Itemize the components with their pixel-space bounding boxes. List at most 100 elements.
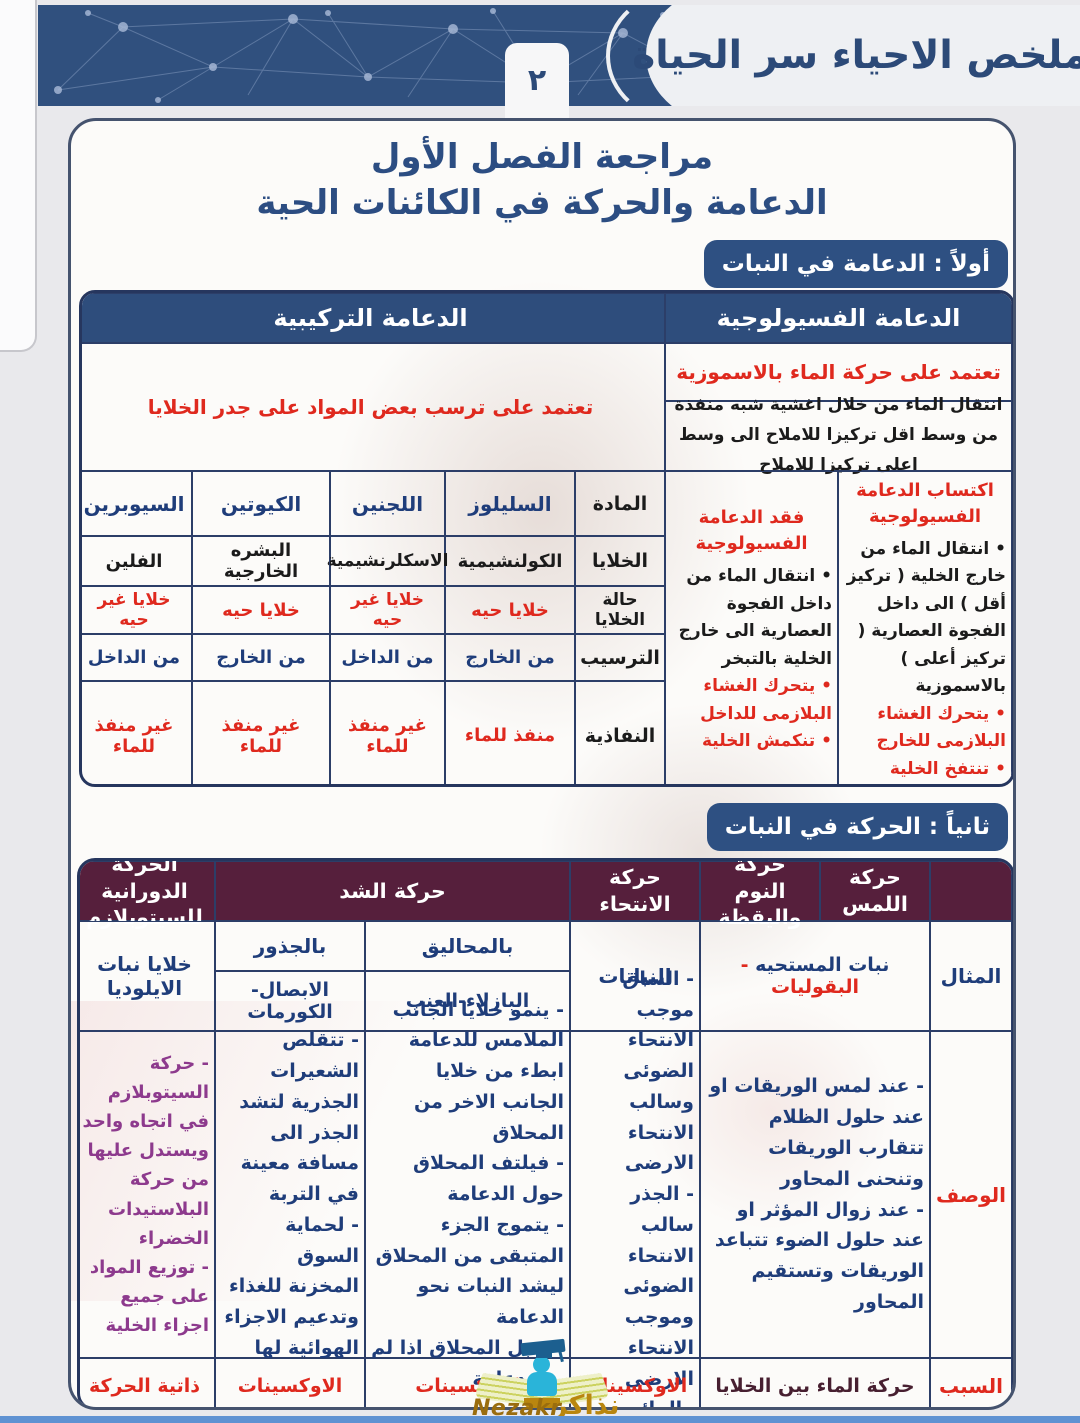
material-cells: البشره الخارجية — [192, 536, 330, 586]
material-cells: الفلين — [82, 536, 192, 586]
section-2-badge: ثانياً : الحركة في النبات — [706, 803, 1008, 851]
example-touch-sleep-text: نبات المستحيه - البقوليات — [706, 954, 924, 998]
movement-header-corner — [930, 861, 1012, 921]
movement-header-tropism: حركة الانتحاء — [570, 861, 700, 921]
list-item: يتموج الجزء المتبقى من المحلاق ليشد النب… — [371, 1210, 564, 1333]
material-deposition: من الخارج — [445, 634, 575, 681]
page-edge-strip — [0, 0, 37, 352]
row-label-cause: السبب — [930, 1358, 1012, 1407]
list-item: لحماية السوق المخزنة للغذاء وتدعيم الاجز… — [221, 1210, 359, 1364]
banner-title: ملخص الاحياء سر الحياة — [632, 33, 1080, 78]
list-item: الجذر سالب الانتحاء الضوئى وموجب الانتحا… — [576, 1179, 694, 1407]
section-1-badge: أولاً : الدعامة في النبات — [703, 240, 1008, 288]
gain-support-cell: اكتساب الدعامة الفسيولوجية انتقال الماء … — [838, 471, 1012, 784]
material-state: خلايا غير حيه — [330, 586, 445, 634]
watermark-arabic-text: نذاكر — [552, 1390, 620, 1421]
description-tendrils-list: ينمو خلايا الجانب الملامس للدعامة ابطء م… — [371, 995, 564, 1395]
description-touch-sleep-list: عند لمس الوريقات او عند حلول الظلام تتقا… — [706, 1071, 924, 1317]
bottom-blue-bar — [0, 1416, 1080, 1423]
material-name: السيوبرين — [82, 471, 192, 536]
list-item: انتقال الماء من خارج الخلية ( تركيز أقل … — [844, 536, 1006, 701]
list-item: الساق موجب الانتحاء الضوئى وسالب الانتحا… — [576, 964, 694, 1179]
material-deposition: من الداخل — [82, 634, 192, 681]
row-label-description: الوصف — [930, 1031, 1012, 1358]
cause-roots-cell: الاوكسينات — [215, 1358, 365, 1407]
movement-header-contraction: حركة الشد — [215, 861, 570, 921]
material-cells: الكولنشيمية — [445, 536, 575, 586]
title-line-1: مراجعة الفصل الأول — [370, 137, 714, 177]
material-state: خلايا حيه — [445, 586, 575, 634]
description-roots-list: تتقلص الشعيرات الجذرية لتشد الجذر الى مس… — [221, 1025, 359, 1363]
material-permeability: غير منفذ للماء — [192, 681, 330, 784]
material-name: السليلوز — [445, 471, 575, 536]
loss-points-red: يتحرك الغشاء البلازمى للداخلتنكمش الخلية — [671, 673, 832, 756]
material-cells: الاسكلرنشيمية — [327, 536, 448, 586]
row-label-cells: الخلايا — [575, 536, 665, 586]
row-label-material: المادة — [575, 471, 665, 536]
description-rotation-cell: حركة السيتوبلازم في اتجاه واحد ويستدل عل… — [80, 1031, 215, 1358]
description-rotation-list: حركة السيتوبلازم في اتجاه واحد ويستدل عل… — [80, 1049, 209, 1341]
material-name: اللجنين — [330, 471, 445, 536]
content-card: مراجعة الفصل الأول الدعامة والحركة في ال… — [68, 118, 1016, 1410]
loss-points-black: انتقال الماء من داخل الفجوة العصارية الى… — [671, 563, 832, 673]
description-tendrils-cell: ينمو خلايا الجانب الملامس للدعامة ابطء م… — [365, 999, 570, 1390]
top-banner: ملخص الاحياء سر الحياة — [38, 5, 1080, 106]
movement-header-rotation: الحركة الدورانية للسيتوبلازم — [80, 861, 215, 929]
description-tropism-list: الساق موجب الانتحاء الضوئى وسالب الانتحا… — [576, 964, 694, 1407]
gain-points-black: انتقال الماء من خارج الخلية ( تركيز أقل … — [844, 536, 1006, 701]
gain-header: اكتساب الدعامة الفسيولوجية — [856, 479, 994, 527]
material-deposition: من الداخل — [330, 634, 445, 681]
list-item: عند لمس الوريقات او عند حلول الظلام تتقا… — [706, 1071, 924, 1194]
row-label-deposition: الترسيب — [575, 634, 665, 681]
example-tendrils-title: بالمحاليق — [365, 921, 570, 971]
crescent-arc — [606, 5, 756, 106]
page-title: مراجعة الفصل الأول الدعامة والحركة في ال… — [71, 135, 1013, 227]
gain-points-red: يتحرك الغشاء البلازمى للخارجتنتفخ الخلية — [844, 701, 1006, 784]
material-name: الكيوتين — [192, 471, 330, 536]
material-state: خلايا حيه — [192, 586, 330, 634]
list-item: ينمو خلايا الجانب الملامس للدعامة ابطء م… — [371, 995, 564, 1149]
example-mimosa: نبات المستحيه — [755, 954, 890, 976]
material-state: خلايا غير حيه — [82, 586, 192, 634]
description-roots-cell: تتقلص الشعيرات الجذرية لتشد الجذر الى مس… — [215, 1029, 365, 1359]
graduation-cap-icon — [536, 1350, 552, 1358]
support-header-physiological: الدعامة الفسيولوجية — [665, 293, 1012, 343]
cause-rotation-cell: ذاتية الحركة — [80, 1358, 215, 1407]
list-item: توزيع المواد على جميع اجزاء الخلية — [80, 1253, 209, 1340]
row-label-example: المثال — [930, 921, 1012, 1031]
description-tropism-cell: الساق موجب الانتحاء الضوئى وسالب الانتحا… — [570, 968, 700, 1407]
student-figure-icon — [533, 1356, 550, 1373]
list-item: يتحرك الغشاء البلازمى للداخل — [671, 673, 832, 728]
movement-header-sleep-wake: حركة النوم واليقظة — [700, 861, 820, 929]
list-item: تنتفخ الخلية — [844, 756, 1006, 784]
support-table: الدعامة الفسيولوجية الدعامة التركيبية تع… — [79, 290, 1013, 787]
example-touch-sleep-cell: نبات المستحيه - البقوليات — [700, 921, 930, 1031]
list-item: عند زوال المؤثر او عند حلول الضوء تتباعد… — [706, 1195, 924, 1318]
title-line-2: الدعامة والحركة في الكائنات الحية — [256, 182, 828, 223]
page-number-tab: ٢ — [505, 43, 569, 118]
movement-table: حركة اللمس حركة النوم واليقظة حركة الانت… — [77, 858, 1013, 1407]
row-label-permeability: النفاذية — [575, 681, 665, 784]
banner-title-panel — [646, 5, 1080, 106]
loss-header: فقد الدعامة الفسيولوجية — [695, 507, 808, 555]
material-permeability: غير منفذ للماء — [82, 681, 192, 784]
list-item: تنكمش الخلية — [671, 728, 832, 756]
example-roots-title: بالجذور — [215, 921, 365, 971]
list-item: حركة السيتوبلازم في اتجاه واحد ويستدل عل… — [80, 1049, 209, 1253]
example-roots-plants: الابصال- الكورمات — [215, 971, 365, 1031]
example-legumes: - البقوليات — [740, 954, 860, 998]
material-deposition: من الخارج — [192, 634, 330, 681]
description-touch-sleep-cell: عند لمس الوريقات او عند حلول الظلام تتقا… — [700, 1031, 930, 1358]
list-item: انتقال الماء من داخل الفجوة العصارية الى… — [671, 563, 832, 673]
material-permeability: منفذ للماء — [445, 681, 575, 784]
material-permeability: غير منفذ للماء — [330, 681, 445, 784]
list-item: يتحرك الغشاء البلازمى للخارج — [844, 701, 1006, 756]
list-item: فيلتف المحلاق حول الدعامة — [371, 1148, 564, 1210]
list-item: تتقلص الشعيرات الجذرية لتشد الجذر الى مس… — [221, 1025, 359, 1210]
support-header-structural: الدعامة التركيبية — [82, 293, 665, 343]
example-rotation-cell: خلايا نبات الايلوديا — [80, 921, 215, 1031]
book-spine-icon — [524, 1398, 560, 1408]
student-figure-icon — [527, 1372, 557, 1396]
structural-basis-cell: تعتمد على ترسب بعض المواد على جدر الخلاي… — [82, 343, 665, 471]
